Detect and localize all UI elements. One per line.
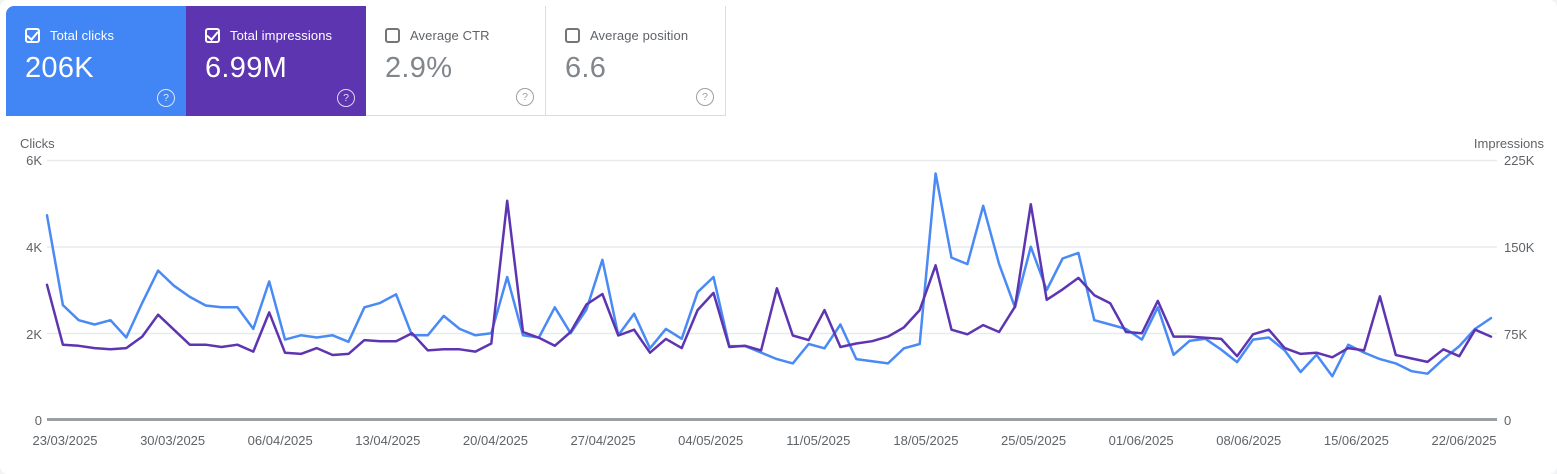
help-icon[interactable]: ? [337, 89, 355, 107]
date-label: 01/06/2025 [1108, 433, 1174, 448]
metric-value: 6.6 [565, 52, 607, 84]
date-label: 30/03/2025 [140, 433, 206, 448]
checkbox-checked-icon[interactable] [205, 28, 220, 43]
date-label: 04/05/2025 [678, 433, 744, 448]
date-label: 08/06/2025 [1216, 433, 1282, 448]
date-label: 18/05/2025 [893, 433, 959, 448]
series-line-total-clicks [45, 172, 1493, 378]
metric-label: Total impressions [230, 28, 333, 43]
metric-card-total-clicks[interactable]: Total clicks 206K ? [6, 6, 186, 116]
date-label: 25/05/2025 [1000, 433, 1067, 448]
date-label: 15/06/2025 [1323, 433, 1389, 448]
date-label: 06/04/2025 [247, 433, 313, 448]
right-tick-label: 75K [1504, 326, 1528, 342]
left-tick-label: 2K [26, 326, 42, 342]
series-line-total-impressions [45, 199, 1493, 364]
metric-card-average-ctr[interactable]: Average CTR 2.9% ? [366, 6, 546, 116]
metric-label: Average CTR [410, 28, 490, 43]
metric-value: 6.99M [205, 52, 288, 84]
metric-value: 206K [25, 52, 94, 84]
date-label: 23/03/2025 [32, 433, 98, 448]
date-label: 20/04/2025 [462, 433, 528, 448]
right-tick-label: 150K [1504, 240, 1535, 255]
metric-card-average-position[interactable]: Average position 6.6 ? [546, 6, 726, 116]
metric-value: 2.9% [385, 52, 453, 84]
left-tick-label: 6K [26, 153, 42, 168]
right-tick-label: 0 [1504, 412, 1512, 428]
date-label: 22/06/2025 [1431, 433, 1497, 448]
metric-label: Average position [590, 28, 689, 43]
metric-label: Total clicks [50, 28, 115, 43]
date-label: 13/04/2025 [355, 433, 421, 448]
help-icon[interactable]: ? [516, 88, 534, 106]
left-tick-label: 0 [34, 412, 42, 428]
left-axis-title: Clicks [20, 136, 55, 151]
right-axis-title: Impressions [1473, 136, 1544, 151]
help-icon[interactable]: ? [157, 89, 175, 107]
right-tick-label: 225K [1504, 153, 1535, 168]
checkbox-checked-icon[interactable] [25, 28, 40, 43]
checkbox-unchecked-icon[interactable] [565, 28, 580, 43]
date-label: 11/05/2025 [786, 433, 851, 448]
left-tick-label: 4K [26, 240, 42, 255]
checkbox-unchecked-icon[interactable] [385, 28, 400, 43]
date-label: 27/04/2025 [570, 433, 636, 448]
help-icon[interactable]: ? [696, 88, 714, 106]
metric-cards: Total clicks 206K ? Total impressions 6.… [6, 6, 726, 116]
metric-card-total-impressions[interactable]: Total impressions 6.99M ? [186, 6, 366, 116]
